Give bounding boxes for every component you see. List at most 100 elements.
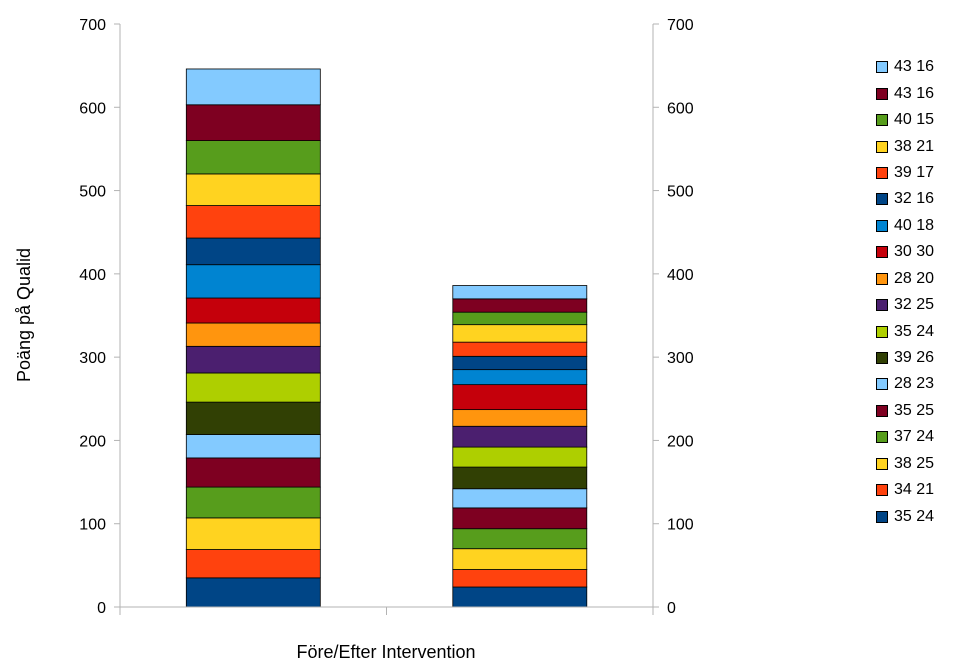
bar-segment xyxy=(452,528,588,550)
bar-segment xyxy=(452,425,588,448)
y-tick-label: 300 xyxy=(79,350,106,367)
legend-swatch xyxy=(876,87,888,100)
legend-swatch xyxy=(876,299,888,312)
legend-label: 28 20 xyxy=(894,269,935,287)
bar-segment xyxy=(452,384,588,411)
legend-label: 28 23 xyxy=(894,375,935,393)
bar-segment xyxy=(185,264,321,299)
legend-label: 32 25 xyxy=(894,296,935,314)
bar-segment xyxy=(185,322,321,347)
bar-segment xyxy=(452,285,588,300)
bar-segment xyxy=(185,237,321,266)
legend-swatch xyxy=(876,272,888,285)
bar-segments xyxy=(185,68,588,608)
legend-label: 35 24 xyxy=(894,507,935,525)
y-axis-title: Poäng på Qualid xyxy=(14,248,34,382)
bar-segment xyxy=(185,205,321,239)
legend-swatch xyxy=(876,457,888,470)
y-tick-label: 0 xyxy=(97,600,106,617)
legend-item: 40 18 xyxy=(876,213,934,239)
chart-axes xyxy=(114,23,659,615)
bar-segment xyxy=(185,401,321,435)
bar-segment xyxy=(185,173,321,206)
legend-item: 39 17 xyxy=(876,160,934,186)
legend-swatch xyxy=(876,193,888,206)
legend-swatch xyxy=(876,61,888,74)
legend-label: 39 17 xyxy=(894,163,935,181)
legend-label: 35 25 xyxy=(894,401,935,419)
bar-segment xyxy=(185,68,321,106)
bar-segment xyxy=(452,355,588,371)
legend-item: 30 30 xyxy=(876,239,934,265)
y2-tick-label: 600 xyxy=(667,100,694,117)
bar-segment xyxy=(452,409,588,427)
bar-segment xyxy=(185,549,321,579)
legend-item: 40 15 xyxy=(876,107,934,133)
legend-swatch xyxy=(876,140,888,153)
bar-segment xyxy=(185,434,321,459)
chart-legend: 43 16 43 16 40 15 38 21 39 17 32 16 40 18 30 30… xyxy=(876,54,934,530)
y-tick-label: 400 xyxy=(79,267,106,284)
y-tick-label: 500 xyxy=(79,184,106,201)
y2-tick-label: 700 xyxy=(667,17,694,34)
bar-segment xyxy=(452,341,588,357)
bar-segment xyxy=(452,311,588,326)
y2-tick-label: 300 xyxy=(667,350,694,367)
legend-swatch xyxy=(876,166,888,179)
legend-item: 38 21 xyxy=(876,133,934,159)
y-tick-label: 600 xyxy=(79,100,106,117)
x-axis-title: Före/Efter Intervention xyxy=(296,642,475,662)
y2-tick-label: 500 xyxy=(667,184,694,201)
legend-item: 35 24 xyxy=(876,503,934,529)
bar-segment xyxy=(452,466,588,490)
legend-item: 39 26 xyxy=(876,345,934,371)
legend-swatch xyxy=(876,378,888,391)
bar-segment xyxy=(452,369,588,386)
legend-swatch xyxy=(876,510,888,523)
legend-item: 32 16 xyxy=(876,186,934,212)
y2-tick-label: 0 xyxy=(667,600,676,617)
legend-swatch xyxy=(876,404,888,417)
y-tick-label: 700 xyxy=(79,17,106,34)
bar-segment xyxy=(185,140,321,175)
legend-label: 39 26 xyxy=(894,349,935,367)
legend-label: 43 16 xyxy=(894,84,935,102)
bar-segment xyxy=(185,486,321,519)
legend-swatch xyxy=(876,325,888,338)
bar-segment xyxy=(185,104,321,142)
bar-segment xyxy=(452,446,588,468)
legend-label: 34 21 xyxy=(894,481,935,499)
legend-swatch xyxy=(876,352,888,365)
y-tick-label: 200 xyxy=(79,433,106,450)
y2-tick-label: 200 xyxy=(667,433,694,450)
bar-segment xyxy=(185,517,321,550)
legend-label: 37 24 xyxy=(894,428,935,446)
bar-segment xyxy=(452,488,588,509)
legend-item: 28 23 xyxy=(876,371,934,397)
legend-item: 43 16 xyxy=(876,54,934,80)
tick-labels: 0 0 100 100 200 200 300 300 400 400 500 500 600 600 70… xyxy=(79,17,694,617)
legend-label: 32 16 xyxy=(894,190,935,208)
legend-item: 35 24 xyxy=(876,318,934,344)
y2-tick-label: 400 xyxy=(667,267,694,284)
bar-segment xyxy=(185,372,321,403)
legend-swatch xyxy=(876,484,888,497)
bar-segment xyxy=(185,577,321,608)
legend-label: 40 15 xyxy=(894,111,935,129)
legend-item: 38 25 xyxy=(876,451,934,477)
legend-label: 30 30 xyxy=(894,243,935,261)
legend-label: 43 16 xyxy=(894,58,935,76)
legend-swatch xyxy=(876,431,888,444)
bar-segment xyxy=(452,569,588,588)
bar-segment xyxy=(185,345,321,374)
bar-segment xyxy=(452,324,588,343)
legend-label: 40 18 xyxy=(894,216,935,234)
legend-item: 32 25 xyxy=(876,292,934,318)
y2-tick-label: 100 xyxy=(667,517,694,534)
legend-label: 35 24 xyxy=(894,322,935,340)
bar-segment xyxy=(185,457,321,488)
bar-segment xyxy=(185,297,321,324)
legend-item: 35 25 xyxy=(876,398,934,424)
legend-label: 38 25 xyxy=(894,454,935,472)
legend-swatch xyxy=(876,219,888,232)
